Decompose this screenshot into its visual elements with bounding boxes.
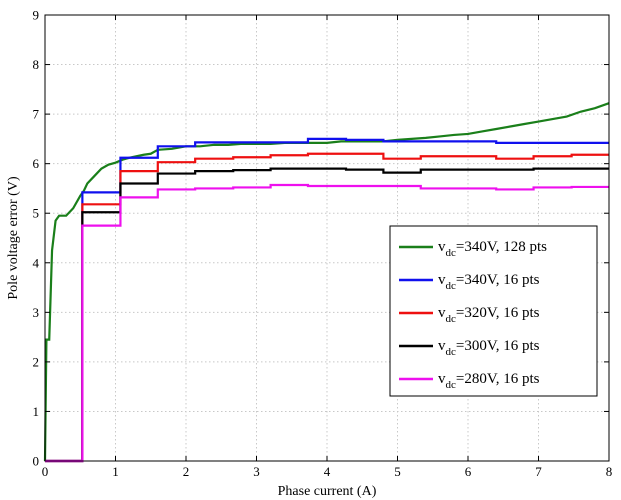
series-line-4: [45, 167, 609, 463]
x-tick-label: 0: [42, 464, 49, 479]
x-tick-label: 4: [324, 464, 331, 479]
legend-entry: vdc=280V, 16 pts: [438, 371, 540, 391]
legend-subscript: dc: [446, 379, 457, 391]
x-tick-label: 5: [394, 464, 401, 479]
legend-prefix: v: [438, 305, 446, 321]
legend-suffix: =320V, 16 pts: [456, 305, 540, 321]
legend-suffix: =340V, 16 pts: [456, 272, 540, 288]
y-tick-label: 6: [33, 156, 40, 171]
legend-suffix: =340V, 128 pts: [456, 239, 547, 255]
y-tick-label: 2: [33, 354, 40, 369]
y-axis-label: Pole voltage error (V): [6, 176, 21, 300]
legend-entry: vdc=320V, 16 pts: [438, 305, 540, 325]
axis-ticks: 0 1 2 3 4 5 6 7 8 0 1 2 3 4 5 6 7 8 9: [33, 8, 613, 480]
x-tick-label: 3: [253, 464, 260, 479]
x-tick-label: 7: [535, 464, 542, 479]
series-line-5: [45, 183, 609, 463]
legend-prefix: v: [438, 272, 446, 288]
y-tick-label: 3: [33, 305, 40, 320]
legend-prefix: v: [438, 338, 446, 354]
legend-subscript: dc: [446, 313, 457, 325]
series-lines: [43, 102, 610, 463]
series-line-2: [45, 137, 609, 463]
legend-suffix: =280V, 16 pts: [456, 371, 540, 387]
x-tick-label: 1: [112, 464, 119, 479]
legend-subscript: dc: [446, 247, 457, 259]
x-axis-label: Phase current (A): [278, 484, 377, 499]
y-tick-label: 8: [33, 57, 40, 72]
legend-prefix: v: [438, 371, 446, 387]
legend-entry: vdc=300V, 16 pts: [438, 338, 540, 358]
y-tick-label: 0: [33, 454, 40, 469]
series-line-3: [45, 152, 609, 463]
y-tick-label: 7: [33, 107, 40, 122]
legend-entry: vdc=340V, 128 pts: [438, 239, 547, 259]
legend-subscript: dc: [446, 346, 457, 358]
legend-suffix: =300V, 16 pts: [456, 338, 540, 354]
x-tick-label: 6: [465, 464, 472, 479]
y-tick-label: 1: [33, 404, 40, 419]
legend-entry: vdc=340V, 16 pts: [438, 272, 540, 292]
legend-subscript: dc: [446, 280, 457, 292]
legend-box: [389, 225, 598, 397]
x-tick-label: 8: [606, 464, 613, 479]
y-tick-label: 9: [33, 8, 40, 23]
y-tick-label: 4: [33, 255, 40, 270]
legend-prefix: v: [438, 239, 446, 255]
x-tick-label: 2: [183, 464, 190, 479]
y-tick-label: 5: [33, 206, 40, 221]
